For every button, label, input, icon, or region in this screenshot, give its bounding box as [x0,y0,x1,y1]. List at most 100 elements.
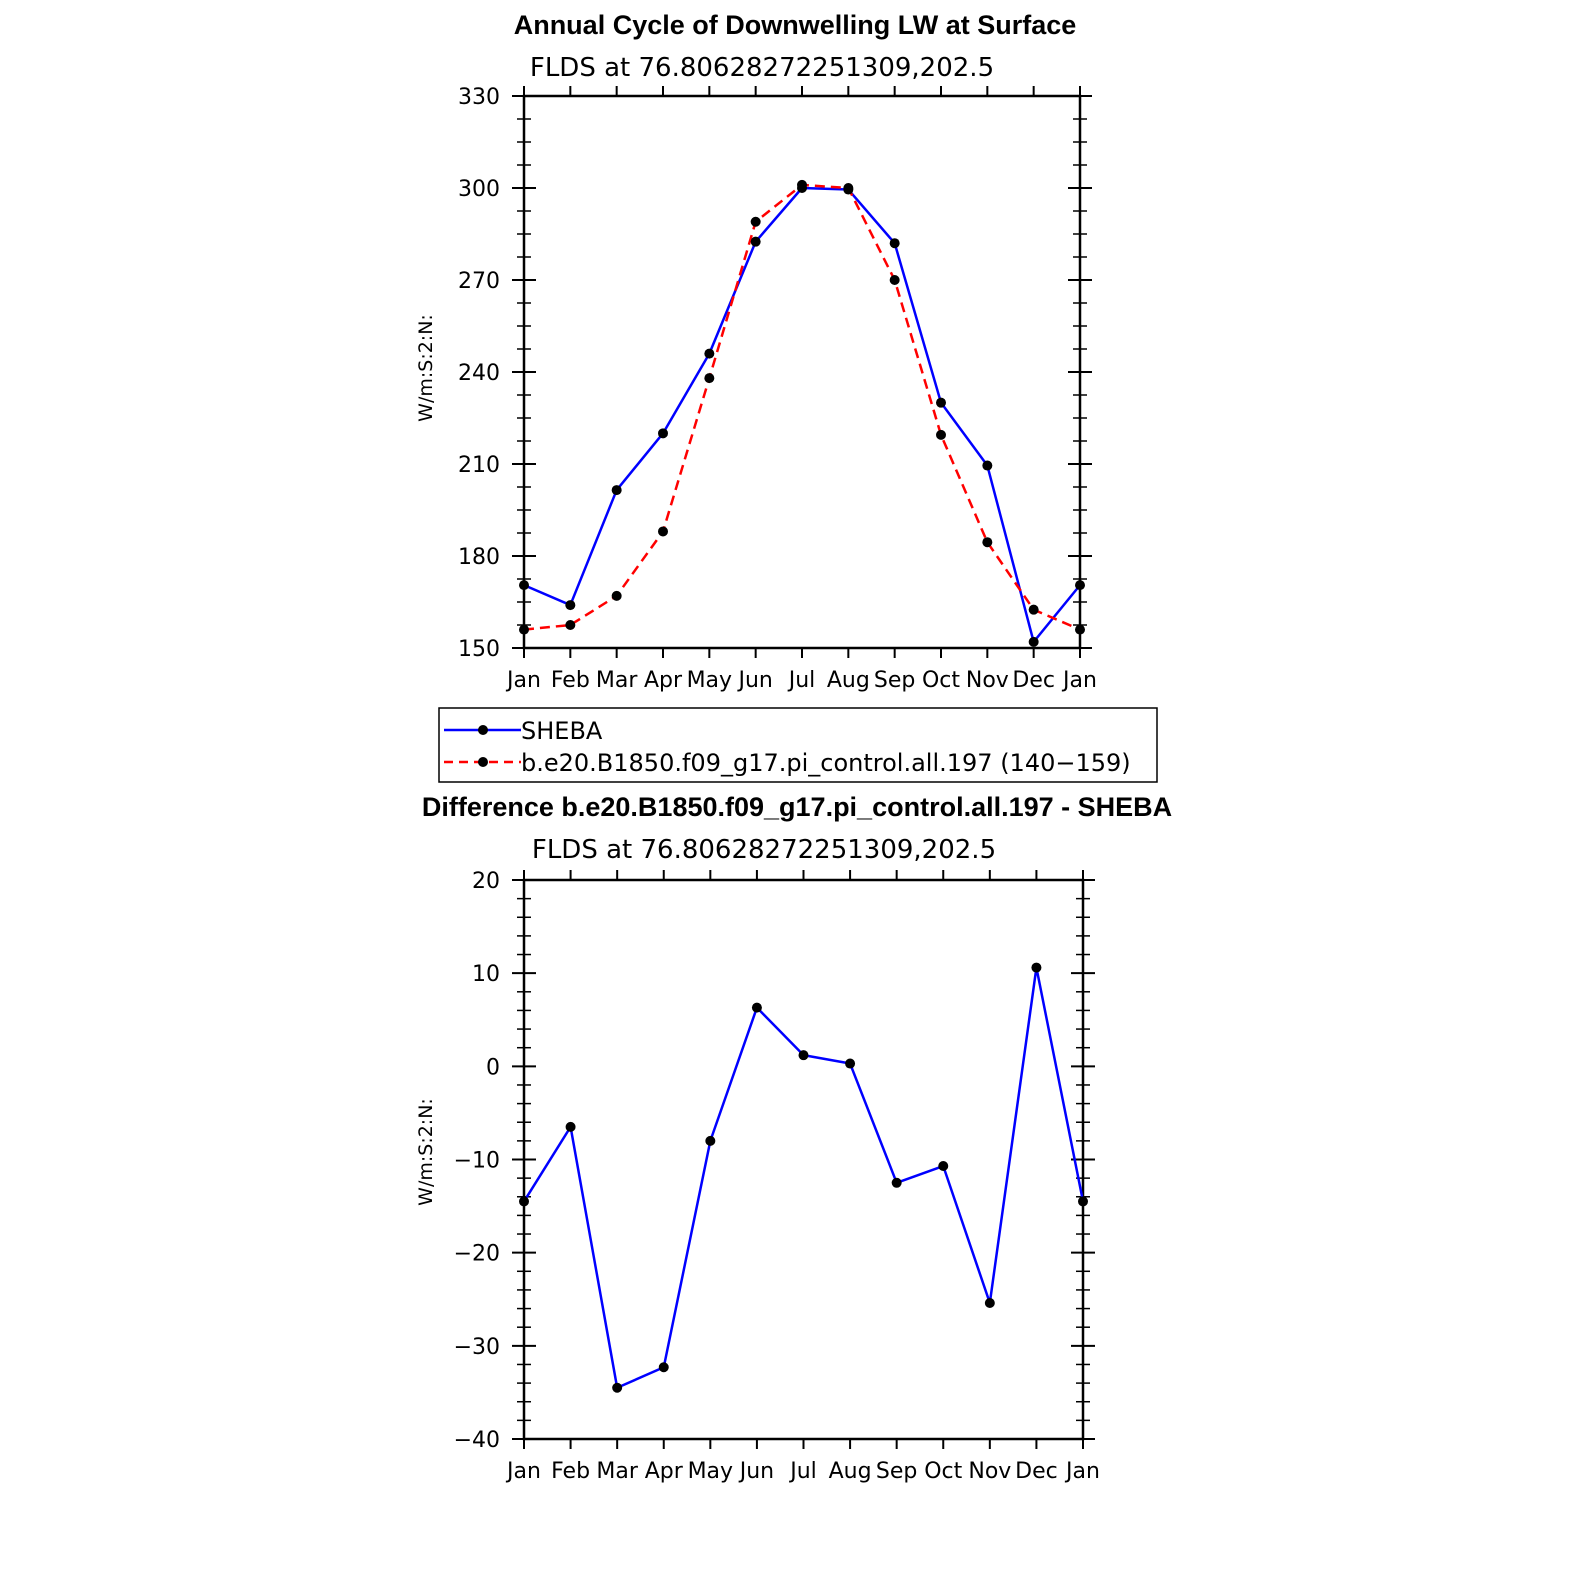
chart-title: Annual Cycle of Downwelling LW at Surfac… [514,10,1077,40]
x-tick-label: Mar [596,668,638,693]
data-point-0 [798,1050,809,1061]
data-point-0 [612,1382,623,1393]
data-point-0 [938,1161,949,1172]
data-point-1 [565,620,576,630]
series-line-0 [522,966,1085,1390]
data-point-0 [519,580,529,591]
y-tick-label: −40 [454,1428,500,1453]
y-tick-label: 330 [458,85,500,110]
legend-sheba-marker [478,725,488,735]
data-point-0 [658,428,668,439]
data-point-0 [984,1297,995,1308]
legend-sheba-label: SHEBA [521,717,603,745]
data-point-0 [982,460,993,471]
x-tick-label: Jun [736,668,772,693]
x-tick-label: Aug [829,1459,872,1484]
data-point-0 [845,1058,856,1069]
annual-cycle-chart: Annual Cycle of Downwelling LW at Surfac… [415,10,1097,693]
y-tick-label: 20 [472,869,500,894]
y-tick-label: −30 [454,1335,500,1360]
legend-model-marker [478,757,488,767]
x-tick-label: Jul [787,668,816,693]
data-point-0 [936,397,946,408]
legend: SHEBA b.e20.B1850.f09_g17.pi_control.all… [438,707,1158,783]
x-tick-label: Mar [596,1459,638,1484]
x-tick-label: Jan [1061,668,1097,693]
data-point-1 [797,179,807,190]
y-tick-label: 0 [486,1055,500,1080]
series-layer [519,179,1085,647]
x-tick-label: Apr [645,1459,684,1484]
data-point-1 [1028,604,1039,615]
series-layer [519,962,1088,1393]
legend-model-label: b.e20.B1850.f09_g17.pi_control.all.197 (… [521,749,1131,777]
x-tick-label: Dec [1012,668,1055,693]
data-point-0 [565,1121,576,1132]
data-point-0 [1031,962,1042,973]
data-point-0 [704,348,715,359]
data-point-0 [658,1362,669,1373]
y-tick-label: 300 [458,177,500,202]
x-tick-label: Nov [966,668,1009,693]
axes: Jan Feb Mar Apr May Jun Jul Aug Sep Oct Nov Dec Jan−… [454,869,1100,1484]
data-point-1 [658,526,668,537]
y-tick-label: 10 [472,962,500,987]
plot-frame [522,878,1085,1441]
y-axis-label: W/m:S:2:N: [415,314,437,422]
data-point-1 [750,216,761,227]
x-tick-label: Feb [551,1459,590,1484]
x-tick-label: Aug [827,668,870,693]
data-point-0 [1075,580,1085,591]
data-point-0 [891,1177,902,1188]
data-point-0 [519,1196,529,1207]
data-point-1 [843,183,854,193]
plot-frame [522,94,1082,650]
chart-subtitle: FLDS at 76.80628272251309,202.5 [530,53,994,83]
data-point-1 [704,373,715,384]
y-axis-label: W/m:S:2:N: [415,1098,437,1206]
x-tick-label: Oct [924,1459,962,1484]
data-point-1 [889,275,900,285]
data-point-1 [519,624,529,635]
data-point-1 [936,429,946,440]
y-tick-label: −10 [454,1149,500,1174]
y-tick-label: −20 [454,1242,500,1267]
data-point-0 [1028,636,1039,647]
data-point-0 [750,236,761,247]
x-tick-label: Feb [551,668,590,693]
chart-title: Difference b.e20.B1850.f09_g17.pi_contro… [422,792,1172,822]
chart-subtitle: FLDS at 76.80628272251309,202.5 [532,835,996,865]
x-tick-label: May [688,1459,733,1484]
x-tick-label: Jan [505,668,541,693]
data-point-0 [611,485,622,496]
y-tick-label: 270 [458,269,500,294]
legend-box [438,707,1158,783]
x-tick-label: Jan [505,1459,541,1484]
difference-chart: Difference b.e20.B1850.f09_g17.pi_contro… [415,792,1172,1484]
series-line-0 [523,186,1081,644]
x-tick-label: Apr [644,668,683,693]
x-tick-label: Sep [874,668,915,693]
axes: Jan Feb Mar Apr May Jun Jul Aug Sep Oct Nov Dec Jan1… [458,85,1097,693]
x-tick-label: May [687,668,732,693]
data-point-1 [982,537,993,548]
y-tick-label: 180 [458,545,500,570]
x-tick-label: Nov [968,1459,1011,1484]
x-tick-label: Jul [788,1459,817,1484]
y-tick-label: 210 [458,453,500,478]
data-point-1 [611,590,622,601]
data-point-0 [1078,1196,1088,1207]
data-point-0 [705,1135,716,1146]
data-point-0 [565,600,576,611]
x-tick-label: Sep [876,1459,917,1484]
data-point-0 [751,1002,762,1013]
data-point-1 [1075,624,1085,635]
data-point-0 [889,238,900,249]
series-line-1 [523,183,1081,631]
y-tick-label: 150 [458,637,500,662]
x-tick-label: Jan [1064,1459,1100,1484]
y-tick-label: 240 [458,361,500,386]
x-tick-label: Dec [1015,1459,1058,1484]
x-tick-label: Oct [922,668,960,693]
